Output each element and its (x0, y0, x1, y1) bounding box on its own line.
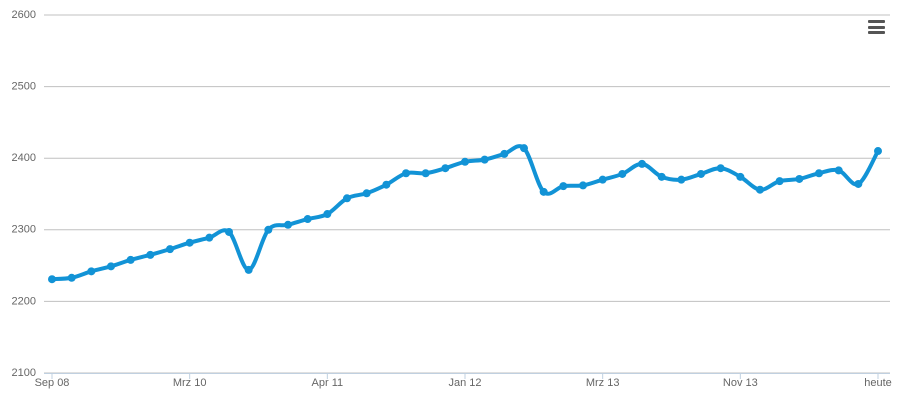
x-tick-label: Mrz 13 (586, 377, 620, 389)
point (126, 255, 135, 264)
point (146, 250, 155, 259)
point (343, 194, 351, 203)
point (303, 215, 312, 224)
point (244, 265, 253, 274)
point (166, 245, 174, 254)
menu-button[interactable] (866, 18, 886, 36)
menu-bar (868, 26, 885, 29)
point (559, 182, 568, 191)
point (539, 187, 548, 196)
point (716, 164, 725, 173)
x-tick-label: heute (864, 377, 892, 389)
point (500, 149, 509, 158)
point (87, 267, 96, 276)
y-tick-label: 2100 (12, 367, 36, 379)
point (107, 262, 115, 271)
point (756, 185, 764, 194)
point (874, 147, 882, 156)
plot: 2100 2200 2300 2400 2500 2600 Sep 08 Mrz 10 Apr … (12, 9, 892, 389)
point (618, 169, 627, 178)
x-tick-label: Apr 11 (312, 377, 344, 389)
point (736, 172, 745, 181)
y-tick-label: 2400 (12, 152, 36, 164)
point (520, 144, 528, 153)
x-tick-label: Sep 08 (35, 377, 70, 389)
point (48, 275, 56, 284)
point (795, 174, 804, 183)
point (854, 179, 863, 188)
point (657, 172, 666, 181)
y-tick-label: 2300 (12, 224, 36, 236)
point (697, 169, 705, 178)
point (362, 189, 371, 198)
y-tick-label: 2500 (12, 81, 36, 93)
point (323, 210, 332, 219)
y-tick-label: 2600 (12, 9, 36, 21)
line (51, 144, 880, 282)
point (382, 180, 391, 189)
point (421, 169, 430, 178)
point (185, 238, 194, 247)
menu-bar (868, 20, 885, 23)
point (677, 175, 686, 184)
point (402, 169, 410, 178)
point (205, 233, 214, 242)
point (264, 225, 273, 234)
point (834, 166, 843, 175)
x-tick-label: Nov 13 (723, 377, 758, 389)
point (775, 177, 784, 186)
point (441, 164, 450, 173)
point (284, 220, 292, 229)
menu-bar (868, 31, 885, 34)
point (579, 181, 587, 190)
point (638, 159, 646, 168)
point (225, 227, 233, 236)
point (67, 273, 76, 282)
x-tick-label: Jan 12 (448, 377, 481, 389)
point (461, 157, 469, 166)
y-tick-label: 2200 (12, 295, 36, 307)
point (598, 175, 607, 184)
point (815, 169, 823, 178)
x-tick-label: Mrz 10 (173, 377, 207, 389)
point (480, 155, 489, 164)
